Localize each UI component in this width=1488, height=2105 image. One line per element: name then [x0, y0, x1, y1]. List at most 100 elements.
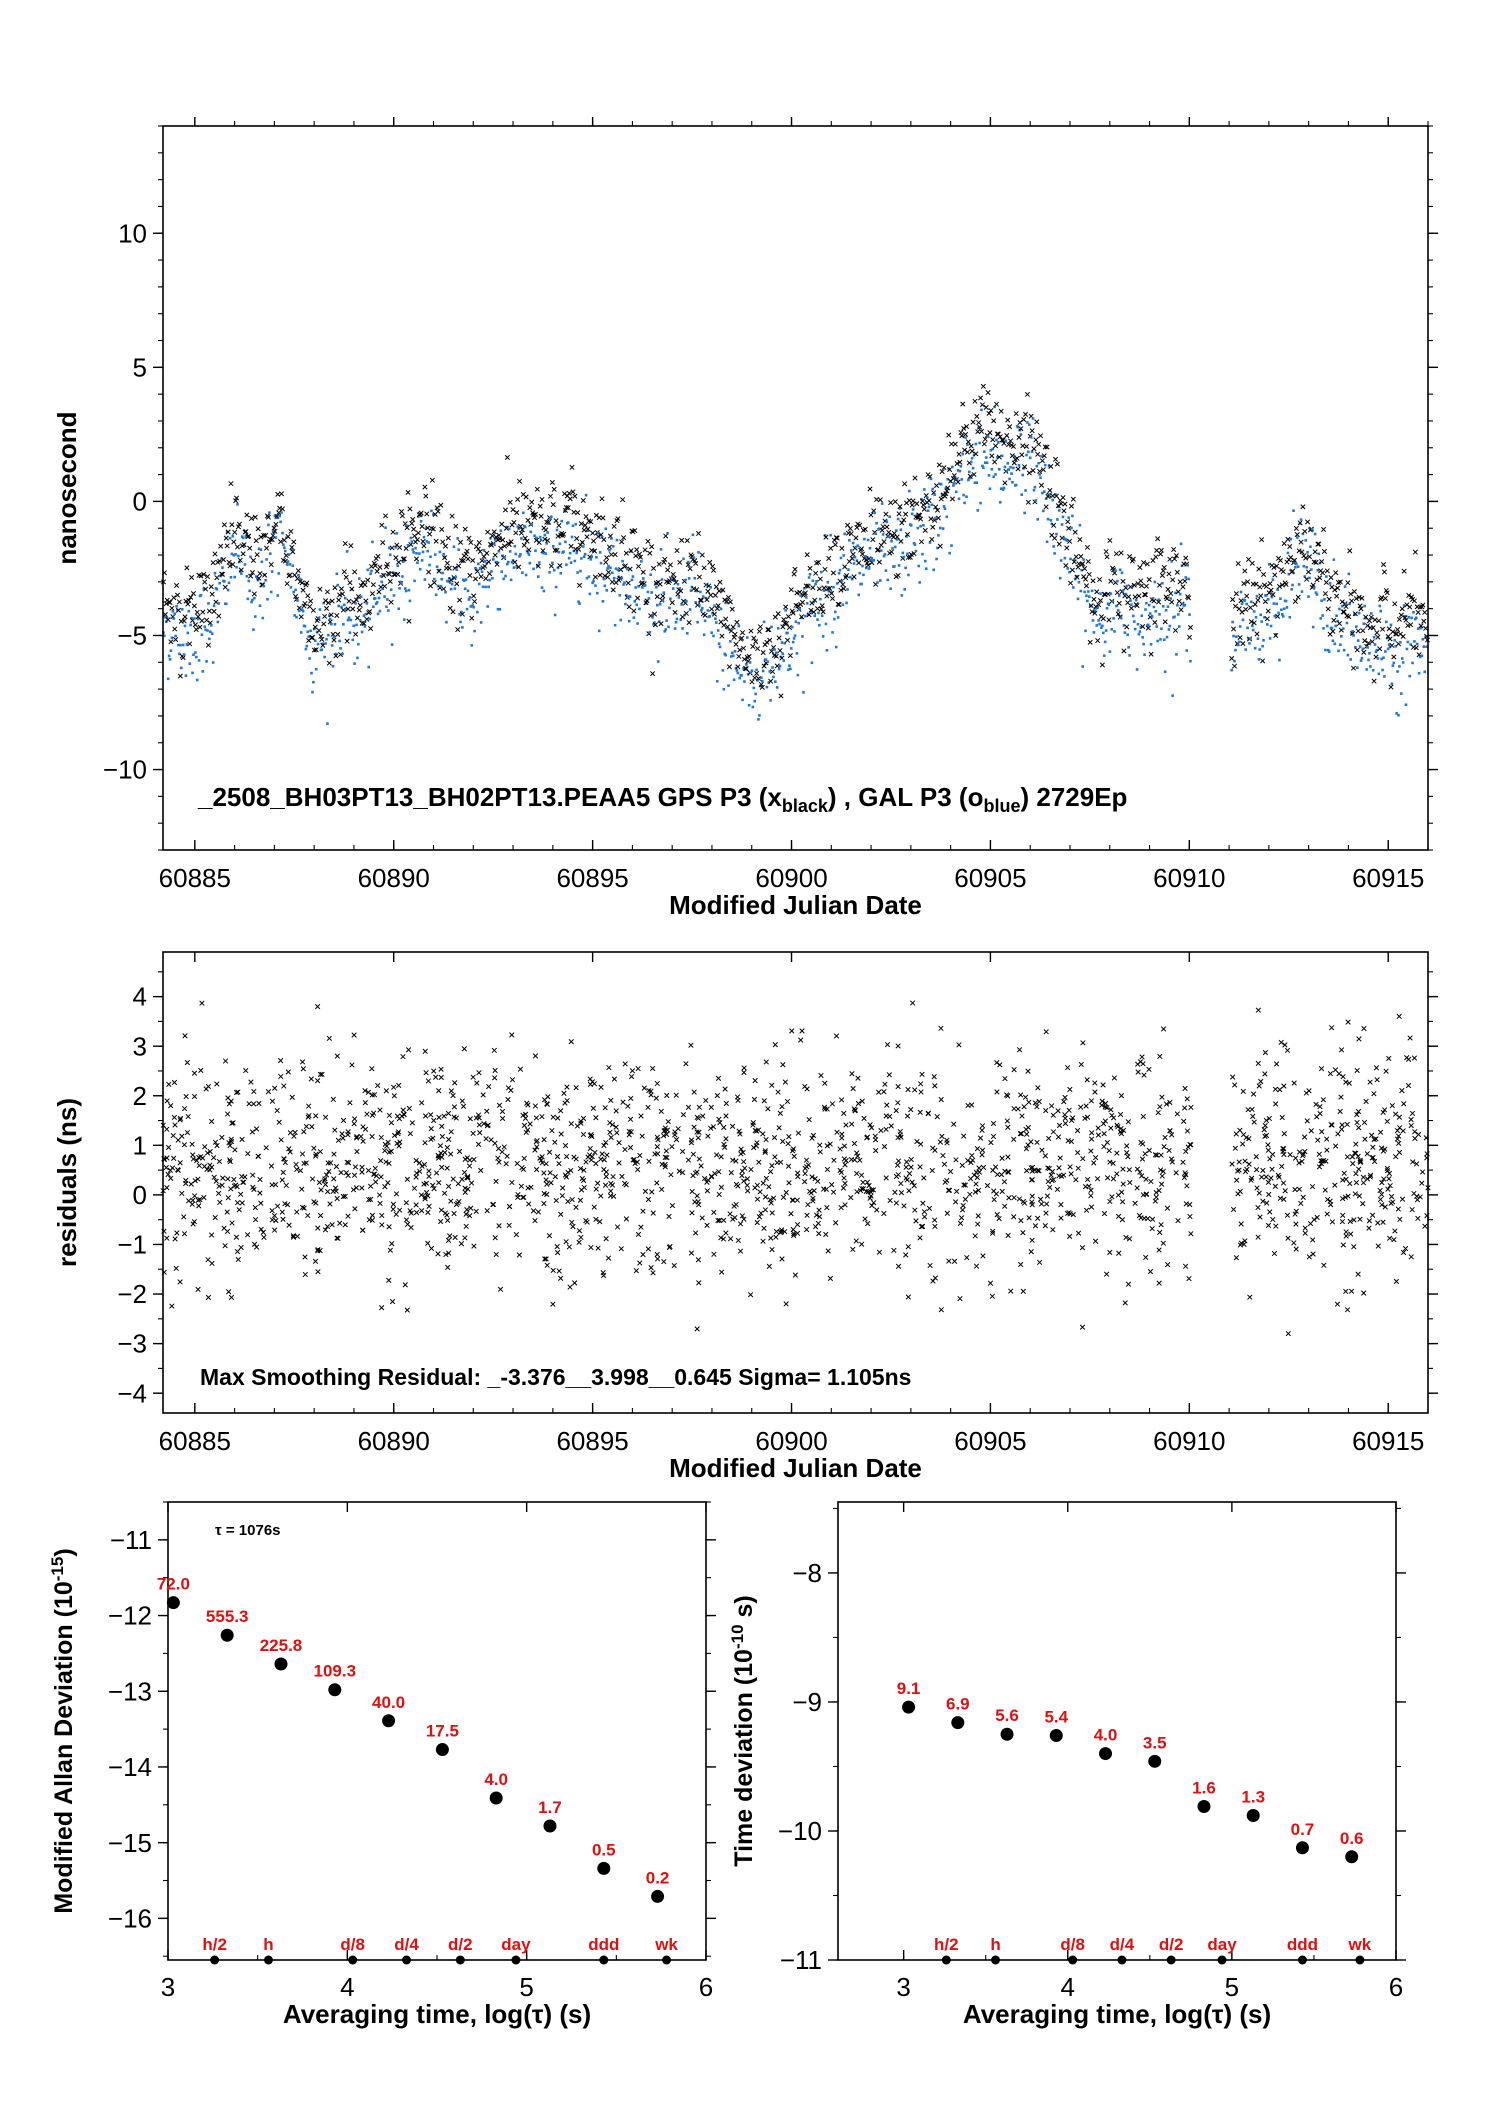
- residual-point: [521, 1195, 526, 1200]
- residual-point: [919, 1090, 924, 1095]
- gps-point: [289, 529, 293, 533]
- x-tick-label: 60915: [1352, 1426, 1424, 1456]
- gal-point: [1382, 656, 1385, 659]
- gal-point: [1084, 630, 1087, 633]
- gps-point: [215, 575, 219, 579]
- residual-point: [1159, 1153, 1164, 1158]
- deviation-point: [221, 1629, 234, 1642]
- gps-point: [377, 590, 381, 594]
- residual-point: [1105, 1175, 1110, 1180]
- residual-point: [800, 1029, 805, 1034]
- deviation-point: [651, 1890, 664, 1903]
- residual-point: [862, 1116, 867, 1121]
- residual-point: [646, 1247, 651, 1252]
- residual-point: [894, 1108, 899, 1113]
- gal-point: [971, 457, 974, 460]
- gal-point: [510, 579, 513, 582]
- residual-point: [1268, 1157, 1273, 1162]
- residual-point: [558, 1108, 563, 1113]
- gal-point: [236, 503, 239, 506]
- gal-point: [869, 547, 872, 550]
- gal-point: [409, 600, 412, 603]
- gal-point: [240, 572, 243, 575]
- residual-point: [992, 1197, 997, 1202]
- gal-point: [187, 610, 190, 613]
- residual-point: [1110, 1113, 1115, 1118]
- gal-point: [699, 591, 702, 594]
- residual-point: [1138, 1059, 1143, 1064]
- gal-point: [774, 680, 777, 683]
- residual-point: [655, 1081, 660, 1086]
- residual-point: [636, 1232, 641, 1237]
- gps-point: [292, 540, 296, 544]
- gps-point: [830, 596, 834, 600]
- gps-point: [960, 434, 964, 438]
- gps-point: [634, 548, 638, 552]
- gal-point: [1313, 586, 1316, 589]
- gps-point: [1361, 628, 1365, 632]
- gps-point: [1086, 559, 1090, 563]
- gal-point: [1061, 523, 1064, 526]
- gal-point: [445, 621, 448, 624]
- gps-point: [1170, 600, 1174, 604]
- gal-point: [508, 528, 511, 531]
- gal-point: [924, 560, 927, 563]
- gal-point: [321, 648, 324, 651]
- residual-point: [386, 1278, 391, 1283]
- residual-point: [1266, 1223, 1271, 1228]
- residual-point: [343, 1222, 348, 1227]
- residual-point: [559, 1132, 564, 1137]
- gps-point: [189, 575, 193, 579]
- residual-point: [471, 1075, 476, 1080]
- residual-point: [796, 1131, 801, 1136]
- gps-point: [734, 642, 738, 646]
- gps-point: [192, 604, 196, 608]
- gps-point: [1057, 542, 1061, 546]
- residual-point: [1043, 1223, 1048, 1228]
- gal-point: [1256, 595, 1259, 598]
- residual-point: [838, 1168, 843, 1173]
- gal-point: [737, 672, 740, 675]
- residual-point: [264, 1145, 269, 1150]
- residual-point: [557, 1161, 562, 1166]
- residual-point: [250, 1130, 255, 1135]
- residual-point: [752, 1097, 757, 1102]
- residual-point: [460, 1177, 465, 1182]
- residual-point: [420, 1164, 425, 1169]
- residual-point: [819, 1073, 824, 1078]
- residual-point: [295, 1234, 300, 1239]
- gal-point: [1273, 615, 1276, 618]
- gal-point: [1099, 592, 1102, 595]
- gps-point: [415, 537, 419, 541]
- gal-point: [599, 551, 602, 554]
- residual-point: [1003, 1076, 1008, 1081]
- gal-point: [454, 587, 457, 590]
- gps-point: [1085, 545, 1089, 549]
- residual-point: [861, 1180, 866, 1185]
- gal-point: [1352, 634, 1355, 637]
- residual-point: [1263, 1050, 1268, 1055]
- gal-point: [1373, 636, 1376, 639]
- gps-point: [218, 544, 222, 548]
- gal-point: [388, 547, 391, 550]
- gps-point: [1372, 679, 1376, 683]
- residual-point: [1027, 1100, 1032, 1105]
- gal-point: [843, 533, 846, 536]
- gps-point: [264, 546, 268, 550]
- residual-point: [365, 1112, 370, 1117]
- residual-point: [615, 1225, 620, 1230]
- gal-point: [633, 616, 636, 619]
- gps-point: [897, 512, 901, 516]
- residual-point: [467, 1164, 472, 1169]
- gps-point: [254, 539, 258, 543]
- residual-point: [1108, 1199, 1113, 1204]
- residual-point: [1303, 1226, 1308, 1231]
- gps-point: [567, 491, 571, 495]
- residual-point: [492, 1048, 497, 1053]
- gps-point: [1351, 666, 1355, 670]
- residual-point: [902, 1204, 907, 1209]
- residual-point: [1074, 1177, 1079, 1182]
- residual-point: [655, 1252, 660, 1257]
- residual-point: [1397, 1150, 1402, 1155]
- gal-point: [901, 594, 904, 597]
